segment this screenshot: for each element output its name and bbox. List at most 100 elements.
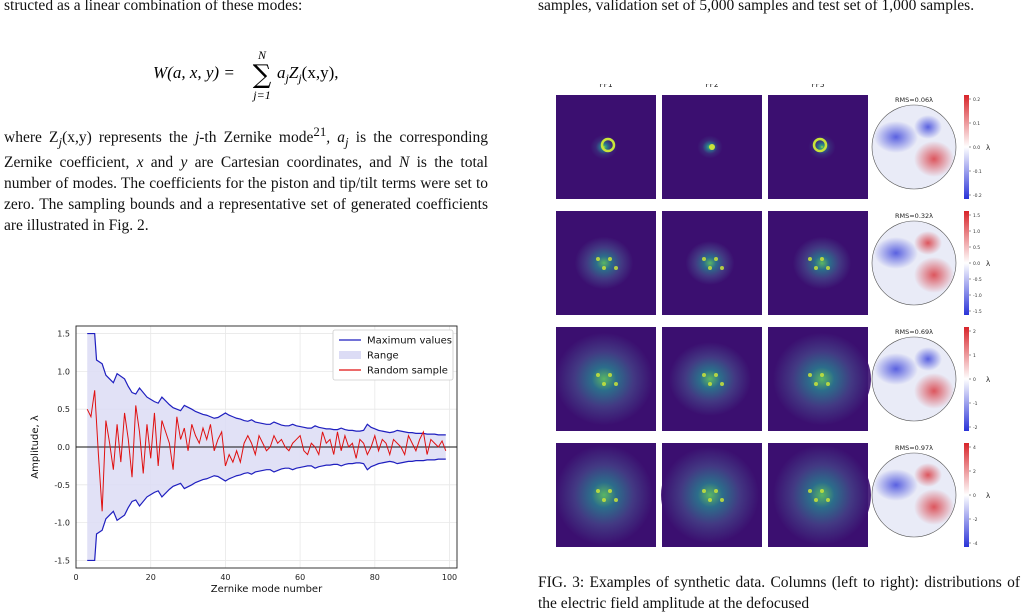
speckle	[720, 382, 724, 386]
y-axis-label: Amplitude, λ	[30, 415, 41, 479]
colorbar-tick-label: 4	[973, 445, 976, 451]
colorbar-tick-label: 1.5	[973, 213, 980, 219]
speckle	[596, 257, 600, 261]
column-title: FF3	[811, 84, 825, 89]
colorbar-tick-label: -1	[973, 401, 978, 407]
intensity-spot	[556, 332, 653, 426]
colorbar-label: λ	[986, 260, 990, 268]
speckle	[814, 498, 818, 502]
x-tick-label: 60	[295, 573, 305, 582]
intensity-spot	[668, 342, 752, 416]
rms-label: RMS=0.69λ	[895, 328, 933, 336]
wavefront-lobe	[914, 347, 942, 371]
rms-label: RMS=0.97λ	[895, 444, 933, 452]
speckle	[708, 382, 712, 386]
legend-swatch	[339, 351, 361, 359]
speckle	[814, 266, 818, 270]
max-values-line	[87, 332, 446, 436]
zernike-equation: W(a, x, y) = N ∑ j=1 ajZj(x,y),	[153, 48, 339, 102]
speckle	[596, 489, 600, 493]
eq-z: Z	[289, 63, 299, 82]
speckle	[602, 382, 606, 386]
eq-args: (x,y),	[302, 63, 339, 82]
speckle	[826, 382, 830, 386]
random-sample-line	[86, 390, 447, 512]
figure3-grid: FF1 FF2 FF3 RMS=0.06λ 0.2 0.1 0.0 -0.1 -0.2 λ RMS=…	[556, 84, 990, 547]
colorbar-tick-label: 0	[973, 377, 976, 383]
wavefront-lobe	[914, 141, 954, 177]
paragraph-top-right: samples, validation set of 5,000 samples…	[538, 0, 975, 14]
focal-ring	[600, 137, 616, 153]
colorbar-tick-label: 0.2	[973, 97, 980, 103]
zernike-amplitude-chart: 0 20 40 60 80 100 -1.5 -1.0 -0.5 0.0 0.5 1.0 1.5 Zern…	[30, 325, 458, 595]
speckle	[720, 266, 724, 270]
colorbar	[964, 211, 969, 315]
column-title: FF2	[705, 84, 719, 89]
intensity-spot	[574, 236, 634, 290]
colorbar-tick-label: 0.5	[973, 245, 980, 251]
colorbar-label: λ	[986, 492, 990, 500]
colorbar	[964, 327, 969, 431]
speckle	[614, 382, 618, 386]
speckle	[826, 498, 830, 502]
rms-label: RMS=0.32λ	[895, 212, 933, 220]
x-tick-label: 20	[146, 573, 156, 582]
colorbar-tick-label: -0.2	[973, 193, 982, 199]
legend-label: Maximum values	[367, 336, 452, 347]
colorbar-tick-label: -4	[973, 541, 978, 547]
colorbar-tick-label: -1.5	[973, 309, 982, 315]
eq-sum-top: N	[257, 48, 267, 62]
wavefront-lobe	[914, 257, 954, 293]
colorbar-tick-label: -0.5	[973, 277, 982, 283]
legend-box	[332, 329, 454, 381]
legend-label: Range	[367, 351, 399, 362]
y-tick-label: 1.5	[57, 330, 70, 339]
colorbar-tick-label: 1.0	[973, 229, 980, 235]
speckle	[596, 373, 600, 377]
colorbar-tick-label: -1.0	[973, 293, 982, 299]
x-tick-label: 80	[370, 573, 380, 582]
speckle	[614, 498, 618, 502]
wavefront-lobe	[874, 353, 918, 385]
colorbar-tick-label: -2	[973, 517, 978, 523]
intensity-spot	[792, 236, 852, 290]
wavefront-lobe	[874, 237, 918, 269]
wavefront-lobe	[914, 463, 942, 487]
plot-frame	[75, 325, 458, 569]
eq-a: a	[277, 63, 286, 82]
speckle	[814, 382, 818, 386]
colorbar-tick-label: 0.0	[973, 261, 980, 267]
speckle	[714, 257, 718, 261]
colorbar-tick-label: 0.1	[973, 121, 980, 127]
wavefront-lobe	[914, 115, 942, 139]
speckle	[702, 373, 706, 377]
wavefront-lobe	[874, 469, 918, 501]
min-values-line	[87, 458, 446, 562]
eq-lhs: W(a, x, y) =	[153, 63, 235, 82]
speckle	[708, 266, 712, 270]
speckle	[714, 373, 718, 377]
speckle	[820, 489, 824, 493]
x-tick-label: 100	[442, 573, 457, 582]
wavefront-lobe	[914, 489, 954, 525]
sigma-icon: ∑	[253, 60, 272, 90]
speckle	[808, 489, 812, 493]
x-tick-label: 0	[73, 573, 78, 582]
speckle	[808, 373, 812, 377]
colorbar-label: λ	[986, 144, 990, 152]
speckle	[702, 257, 706, 261]
speckle	[608, 257, 612, 261]
x-tick-label: 40	[220, 573, 230, 582]
colorbar-tick-label: -0.1	[973, 169, 982, 175]
y-tick-label: -1.5	[54, 556, 70, 565]
colorbar	[964, 443, 969, 547]
wavefront-lobe	[914, 373, 954, 409]
speckle	[808, 257, 812, 261]
colorbar-tick-label: 0.0	[973, 145, 980, 151]
paragraph-top-left: structed as a linear combination of thes…	[4, 0, 303, 14]
speckle	[826, 266, 830, 270]
speckle	[602, 498, 606, 502]
x-axis-label: Zernike mode number	[211, 584, 323, 595]
speckle	[820, 257, 824, 261]
focal-point	[709, 144, 715, 150]
